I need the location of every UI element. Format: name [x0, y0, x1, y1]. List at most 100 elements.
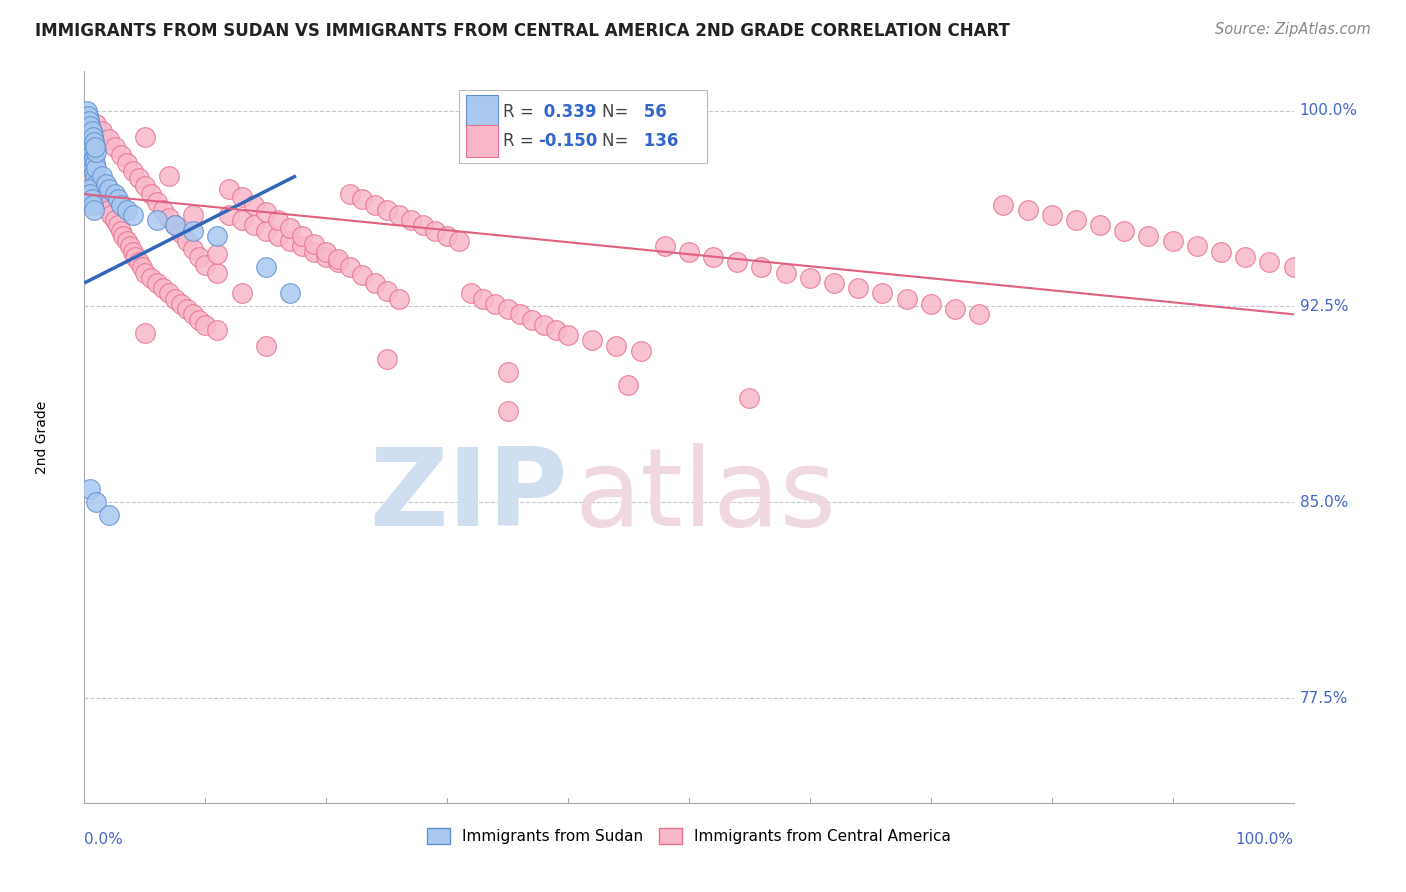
Point — [352, 268, 374, 282]
Point — [83, 151, 105, 165]
Text: 2nd Grade: 2nd Grade — [35, 401, 49, 474]
Point — [176, 234, 198, 248]
Point — [82, 129, 104, 144]
Point — [115, 155, 138, 169]
Point — [97, 508, 120, 523]
Point — [751, 260, 773, 275]
Point — [77, 114, 100, 128]
Point — [967, 307, 990, 321]
Point — [188, 312, 211, 326]
Point — [79, 119, 101, 133]
Point — [79, 483, 101, 497]
Point — [107, 219, 129, 233]
Point — [83, 177, 105, 191]
Point — [1137, 229, 1160, 244]
Point — [1064, 213, 1087, 227]
Point — [76, 117, 98, 131]
Point — [363, 276, 385, 290]
Point — [375, 284, 398, 298]
Point — [920, 297, 942, 311]
Point — [79, 148, 101, 162]
Point — [121, 244, 143, 259]
Point — [86, 161, 108, 175]
Point — [799, 270, 821, 285]
Point — [152, 281, 174, 295]
Point — [146, 276, 169, 290]
Point — [84, 155, 107, 169]
Point — [84, 171, 107, 186]
Point — [1017, 202, 1039, 217]
Text: 56: 56 — [638, 103, 666, 120]
Point — [352, 193, 374, 207]
Point — [1185, 239, 1208, 253]
Point — [388, 208, 411, 222]
Point — [1209, 244, 1232, 259]
Point — [496, 301, 519, 317]
Point — [79, 169, 101, 183]
Point — [157, 211, 180, 225]
Point — [267, 229, 290, 244]
Point — [157, 169, 180, 183]
Point — [165, 292, 187, 306]
Point — [328, 252, 350, 267]
Point — [302, 244, 325, 259]
Point — [124, 250, 146, 264]
Point — [170, 297, 193, 311]
Point — [388, 292, 411, 306]
Point — [97, 202, 120, 217]
Point — [1088, 219, 1111, 233]
Point — [254, 339, 277, 353]
Point — [278, 234, 301, 248]
Point — [110, 148, 132, 162]
Point — [165, 219, 187, 233]
Point — [80, 193, 103, 207]
Text: 0.0%: 0.0% — [84, 832, 124, 847]
Point — [449, 234, 471, 248]
Point — [77, 114, 100, 128]
Point — [115, 234, 138, 248]
Point — [104, 213, 127, 227]
Point — [738, 391, 761, 405]
Point — [557, 328, 579, 343]
Point — [533, 318, 555, 332]
Point — [339, 260, 361, 275]
Point — [896, 292, 918, 306]
Point — [86, 182, 108, 196]
Point — [509, 307, 531, 321]
Point — [291, 239, 314, 253]
Point — [207, 266, 229, 280]
Point — [1114, 224, 1136, 238]
Text: ZIP: ZIP — [370, 442, 568, 549]
Point — [110, 197, 132, 211]
Point — [80, 155, 103, 169]
Point — [120, 239, 142, 253]
Point — [170, 227, 193, 241]
Point — [82, 145, 104, 160]
Point — [254, 205, 277, 219]
Point — [181, 208, 204, 222]
Point — [146, 194, 169, 209]
Point — [702, 250, 724, 264]
Point — [83, 135, 105, 149]
Point — [86, 117, 108, 131]
Point — [97, 132, 120, 146]
Point — [84, 140, 107, 154]
Point — [91, 169, 114, 183]
Text: 92.5%: 92.5% — [1299, 299, 1348, 314]
Point — [77, 135, 100, 149]
Point — [146, 213, 169, 227]
Text: 100.0%: 100.0% — [1299, 103, 1358, 118]
Point — [115, 202, 138, 217]
Point — [617, 377, 640, 392]
Point — [91, 193, 114, 207]
Point — [131, 260, 153, 275]
Point — [423, 224, 446, 238]
Point — [254, 224, 277, 238]
Point — [399, 213, 422, 227]
Text: 77.5%: 77.5% — [1299, 690, 1348, 706]
Point — [165, 219, 187, 233]
Point — [846, 281, 869, 295]
Point — [134, 129, 156, 144]
Point — [1258, 255, 1281, 269]
Point — [157, 286, 180, 301]
